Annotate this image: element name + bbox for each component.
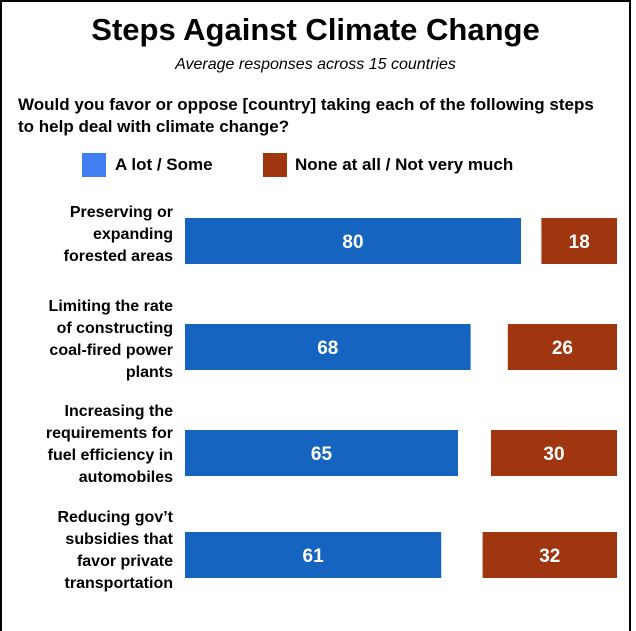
category-label-coal: Limiting the rate of constructing coal-f… [48, 298, 173, 381]
data-label-oppose-1: 26 [552, 338, 573, 359]
data-label-favor-3: 61 [303, 546, 325, 567]
data-label-oppose-2: 30 [543, 444, 564, 465]
legend-label-oppose: None at all / Not very much [295, 155, 514, 174]
data-label-oppose-3: 32 [539, 546, 560, 567]
category-label-subsidies: Reducing gov’t subsidies that favor priv… [57, 509, 173, 592]
data-label-oppose-0: 18 [569, 232, 590, 253]
legend-label-favor: A lot / Some [115, 155, 213, 174]
survey-question: Would you favor or oppose [country] taki… [18, 95, 594, 136]
bar-oppose-2 [491, 430, 617, 476]
bar-oppose-0 [541, 218, 617, 264]
category-label-forests: Preserving or expanding forested areas [63, 204, 173, 265]
bar-favor-1 [185, 324, 471, 370]
data-label-favor-0: 80 [342, 232, 363, 253]
category-label-fuel: Increasing the requirements for fuel eff… [45, 403, 173, 486]
data-label-favor-1: 68 [317, 338, 338, 359]
bar-favor-0 [185, 218, 521, 264]
legend-swatch-favor [82, 153, 106, 177]
data-label-favor-2: 65 [311, 444, 333, 465]
chart-subtitle: Average responses across 15 countries [175, 56, 456, 73]
bar-favor-2 [185, 430, 458, 476]
bar-oppose-3 [482, 532, 617, 578]
bar-oppose-1 [507, 324, 617, 370]
bar-favor-3 [185, 532, 442, 578]
legend-swatch-oppose [263, 153, 287, 177]
chart-title: Steps Against Climate Change [91, 12, 540, 47]
